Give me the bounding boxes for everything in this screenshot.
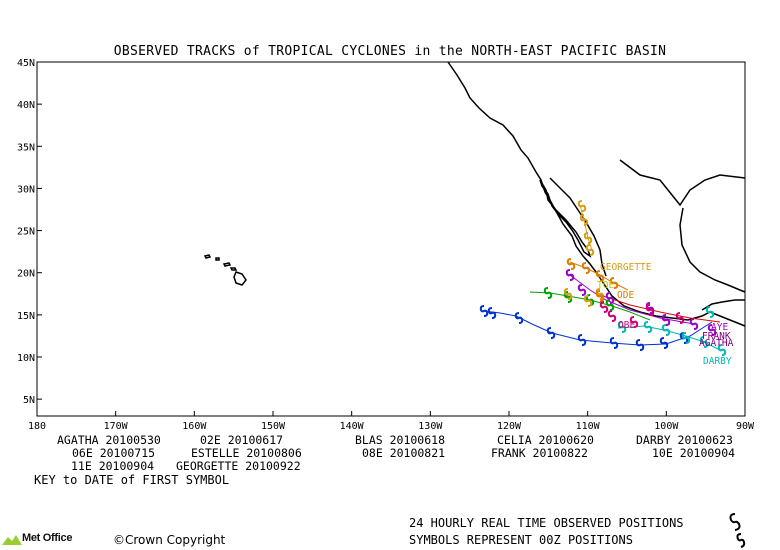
key-entry: 02E 20100617 xyxy=(200,433,284,447)
key-entry: CELIA 20100620 xyxy=(497,433,594,447)
key-entry: DARBY 20100623 xyxy=(636,433,733,447)
key-entry: 06E 20100715 xyxy=(72,446,156,460)
storm-label-frank: FRANK xyxy=(702,331,731,342)
cyclone-position-symbol xyxy=(707,324,717,336)
storm-label-agatha: AGATHA xyxy=(699,338,734,349)
cyclone-position-symbol xyxy=(577,284,587,296)
key-entry: BLAS 20100618 xyxy=(355,433,446,447)
cyclone-position-symbol xyxy=(717,344,727,356)
lon-tick-label: 100W xyxy=(654,421,679,432)
cyclone-position-symbol xyxy=(565,269,575,281)
cyclone-position-symbol xyxy=(609,277,619,289)
cyclone-position-symbol xyxy=(577,334,587,346)
cyclone-symbol-legend-icon xyxy=(729,513,741,531)
lat-tick-label: 25N xyxy=(17,227,35,238)
storm-label-ode: ODE xyxy=(617,290,634,301)
cyclone-position-symbol xyxy=(581,262,591,274)
cyclone-position-symbol xyxy=(629,316,639,328)
coastline-baja xyxy=(539,179,592,258)
lat-tick-label: 40N xyxy=(17,100,35,111)
cyclone-position-symbol xyxy=(605,299,615,311)
key-entry: ESTELLE 20100806 xyxy=(191,446,302,460)
cyclone-position-symbol xyxy=(577,200,587,212)
lat-tick-label: 5N xyxy=(23,395,35,406)
lon-tick-label: 120W xyxy=(497,421,522,432)
lon-tick-label: 160W xyxy=(182,421,207,432)
lon-tick-label: 170W xyxy=(104,421,129,432)
cyclone-position-symbol xyxy=(609,337,619,349)
lon-tick-label: 180 xyxy=(28,421,46,432)
cyclone-position-symbol xyxy=(699,336,709,348)
cyclone-position-symbol xyxy=(599,301,609,313)
cyclone-position-symbol xyxy=(645,304,655,316)
cyclone-position-symbol xyxy=(487,307,497,319)
key-entry: GEORGETTE 20100922 xyxy=(176,459,301,473)
cyclone-position-symbol xyxy=(661,324,671,336)
storm-label-toe: TOE xyxy=(597,280,614,291)
lon-tick-label: 150W xyxy=(261,421,286,432)
coastline xyxy=(203,61,746,327)
cyclone-position-symbol xyxy=(605,292,615,304)
lat-tick-label: 30N xyxy=(17,184,35,195)
lat-tick-label: 20N xyxy=(17,269,35,280)
chart-title: OBSERVED TRACKS of TROPICAL CYCLONES in … xyxy=(113,44,667,59)
storm-label-aye: AYE xyxy=(711,322,728,333)
cyclone-position-symbol xyxy=(595,270,605,282)
cyclone-position-symbol xyxy=(583,232,593,244)
cyclone-position-symbol xyxy=(661,314,671,326)
cyclone-position-symbol xyxy=(579,214,589,226)
key-entry: AGATHA 20100530 xyxy=(57,433,161,447)
lon-tick-label: 110W xyxy=(576,421,601,432)
lat-tick-label: 15N xyxy=(17,311,35,322)
cyclone-position-symbol xyxy=(675,312,685,324)
cyclone-symbols xyxy=(479,200,727,356)
cyclone-position-symbol xyxy=(635,339,645,351)
cyclone-position-symbol xyxy=(546,327,556,339)
key-caption: KEY to DATE of FIRST SYMBOL xyxy=(34,473,230,487)
legend-line-1: 24 HOURLY REAL TIME OBSERVED POSITIONS xyxy=(409,516,684,530)
lat-tick-label: 35N xyxy=(17,142,35,153)
cyclone-position-symbol xyxy=(659,337,669,349)
cyclone-position-symbol xyxy=(681,332,691,344)
storm-label-georgette: GEORGETTE xyxy=(600,262,652,273)
map-frame xyxy=(36,61,746,417)
cyclone-position-symbol xyxy=(585,244,595,256)
cyclone-position-symbol xyxy=(583,295,593,307)
copyright: ©Crown Copyright xyxy=(113,533,226,547)
cyclone-position-symbol xyxy=(543,287,553,299)
cyclone-position-symbol xyxy=(643,321,653,333)
lat-tick-label: 10N xyxy=(17,353,35,364)
track-red xyxy=(599,294,721,323)
met-office-logo: Met Office xyxy=(22,532,73,544)
cyclone-position-symbol xyxy=(563,288,573,300)
cyclone-position-symbol xyxy=(689,318,699,330)
cyclone-position-symbol xyxy=(514,312,524,324)
cyclone-position-symbol xyxy=(705,306,715,318)
coastline-gulf-mexico xyxy=(619,159,746,311)
cyclone-position-symbol xyxy=(607,310,617,322)
storm-label-obe: OBE xyxy=(618,320,635,331)
cyclone-symbol-legend-icon-2 xyxy=(736,533,746,548)
lat-tick-label: 45N xyxy=(17,58,35,69)
key-entry: FRANK 20100822 xyxy=(491,446,588,460)
coastline-gulf xyxy=(549,177,607,277)
storm-label-darby: DARBY xyxy=(703,356,732,367)
met-office-logo-icon xyxy=(2,535,22,545)
hawaii-islands xyxy=(203,254,247,286)
lon-tick-label: 130W xyxy=(418,421,443,432)
legend-line-2: SYMBOLS REPRESENT 00Z POSITIONS xyxy=(409,533,633,547)
cyclone-position-symbol xyxy=(595,290,605,302)
lon-tick-label: 90W xyxy=(736,421,755,432)
cyclone-position-symbol xyxy=(617,321,627,333)
cyclone-position-symbol xyxy=(566,258,576,270)
key-entry: 11E 20100904 xyxy=(71,459,155,473)
cyclone-position-symbol xyxy=(479,305,489,317)
cyclone-tracks xyxy=(483,204,721,351)
key-entry: 10E 20100904 xyxy=(652,446,736,460)
track-purple xyxy=(569,274,695,325)
lon-tick-label: 140W xyxy=(340,421,365,432)
key-entry: 08E 20100821 xyxy=(362,446,446,460)
